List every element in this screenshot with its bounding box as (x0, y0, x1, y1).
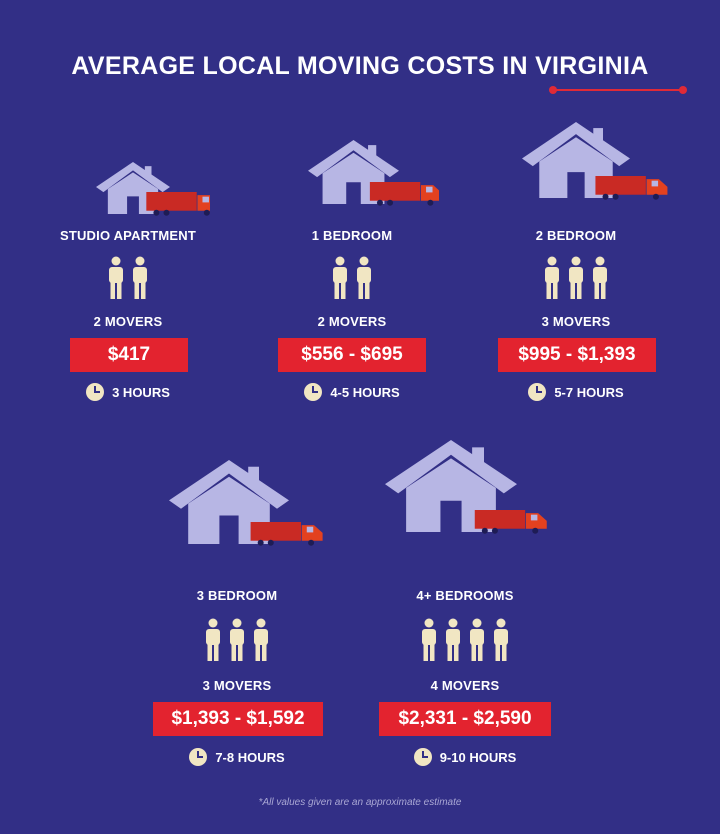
clock-icon (304, 383, 323, 401)
home-size-label: STUDIO APARTMENT (59, 228, 197, 243)
movers-icons (232, 256, 472, 300)
person-icon (491, 618, 511, 662)
movers-icons (345, 618, 585, 662)
price-badge: $1,393 - $1,592 (153, 702, 323, 736)
page-title: AVERAGE LOCAL MOVING COSTS IN VIRGINIA (71, 52, 649, 80)
price-badge: $556 - $695 (278, 338, 426, 372)
home-size-label: 2 BEDROOM (535, 228, 617, 243)
person-icon (566, 256, 586, 300)
hours-label: 4-5 HOURS (330, 384, 400, 400)
home-size-label: 1 BEDROOM (311, 228, 393, 243)
person-icon (251, 618, 271, 662)
hours-label: 3 HOURS (112, 384, 170, 400)
hours-label: 5-7 HOURS (554, 384, 624, 400)
hours-row: 9-10 HOURS (345, 748, 585, 766)
hours-row: 3 HOURS (8, 383, 248, 401)
movers-label: 2 MOVERS (93, 314, 163, 329)
person-icon (130, 256, 150, 300)
person-icon (542, 256, 562, 300)
clock-icon (528, 383, 547, 401)
hours-row: 5-7 HOURS (456, 383, 696, 401)
person-icon (467, 618, 487, 662)
person-icon (419, 618, 439, 662)
house-truck-icon (522, 122, 670, 204)
person-icon (227, 618, 247, 662)
movers-icons (117, 618, 357, 662)
clock-icon (86, 383, 105, 401)
person-icon (203, 618, 223, 662)
movers-label: 3 MOVERS (541, 314, 611, 329)
hours-row: 7-8 HOURS (117, 748, 357, 766)
home-size-label: 4+ BEDROOMS (416, 588, 514, 603)
house-truck-icon (308, 140, 439, 210)
card-4-plus-bedrooms: 4+ BEDROOMS 4 MOVERS $2,331 - (345, 440, 585, 770)
clock-icon (413, 748, 432, 766)
person-icon (354, 256, 374, 300)
price-badge: $2,331 - $2,590 (379, 702, 551, 736)
person-icon (330, 256, 350, 300)
title-underline (549, 86, 687, 94)
card-3-bedroom: 3 BEDROOM 3 MOVERS $1,393 - $1,592 7-8 H… (117, 460, 357, 770)
person-icon (443, 618, 463, 662)
card-2-bedroom: 2 BEDROOM 3 MOVERS $995 - $1,393 5-7 HOU… (456, 122, 696, 410)
movers-label: 3 MOVERS (202, 678, 272, 693)
price-badge: $995 - $1,393 (498, 338, 656, 372)
movers-label: 4 MOVERS (430, 678, 500, 693)
home-size-label: 3 BEDROOM (196, 588, 278, 603)
hours-label: 7-8 HOURS (215, 749, 285, 765)
house-truck-icon (385, 440, 557, 538)
hours-row: 4-5 HOURS (232, 383, 472, 401)
person-icon (106, 256, 126, 300)
house-truck-icon (169, 460, 329, 550)
hours-label: 9-10 HOURS (439, 749, 517, 765)
movers-icons (8, 256, 248, 300)
movers-label: 2 MOVERS (317, 314, 387, 329)
card-studio-apartment: STUDIO APARTMENT 2 MOVERS $417 3 HOURS (8, 150, 248, 410)
person-icon (590, 256, 610, 300)
price-badge: $417 (70, 338, 188, 372)
card-1-bedroom: 1 BEDROOM 2 MOVERS $556 - $695 4-5 HOURS (232, 140, 472, 410)
house-truck-icon (96, 162, 210, 220)
clock-icon (189, 748, 208, 766)
movers-icons (456, 256, 696, 300)
footnote: *All values given are an approximate est… (258, 797, 462, 808)
